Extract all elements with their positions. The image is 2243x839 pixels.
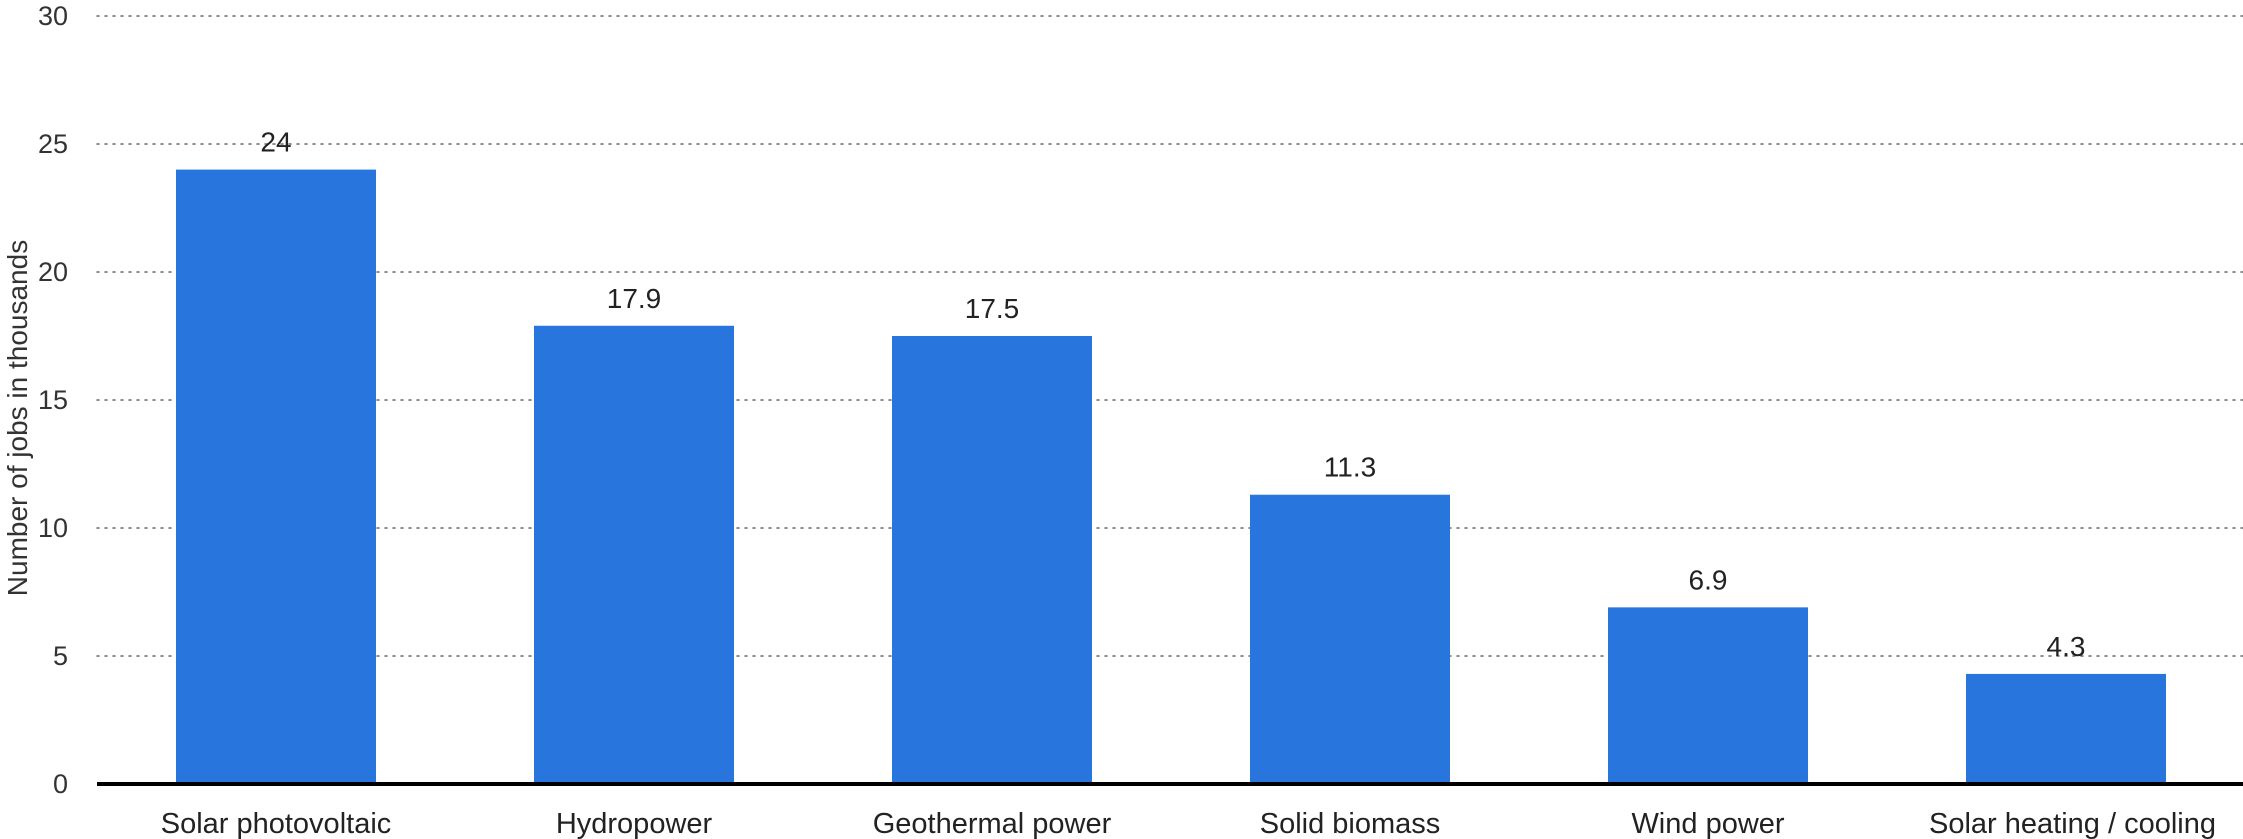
x-category-label: Solar heating / cooling: [1929, 808, 2216, 839]
y-tick-label: 30: [38, 1, 68, 31]
bar: [1608, 607, 1808, 784]
x-category-label: Wind power: [1631, 808, 1784, 839]
y-tick-label: 5: [53, 641, 68, 671]
bar-value-label: 17.5: [965, 293, 1020, 324]
bar: [1966, 673, 2166, 784]
y-axis-title: Number of jobs in thousands: [2, 240, 33, 596]
x-category-label: Hydropower: [556, 808, 713, 839]
bar: [1250, 494, 1450, 784]
bar: [534, 325, 734, 784]
x-axis-category-labels: Solar photovoltaic Hydropower Geothermal p…: [161, 808, 2216, 839]
bar-value-label: 17.9: [607, 283, 662, 314]
x-category-label: Solar photovoltaic: [161, 808, 392, 839]
bars: [176, 169, 2166, 785]
y-tick-label: 10: [38, 513, 68, 543]
y-tick-label: 15: [38, 385, 68, 415]
x-category-label: Geothermal power: [873, 808, 1112, 839]
data-labels: 24 17.9 17.5 11.3 6.9 4.3: [260, 127, 2085, 662]
bar: [892, 336, 1092, 784]
bar-value-label: 6.9: [1689, 564, 1728, 595]
gridlines: [96, 15, 2243, 657]
bar-value-label: 11.3: [1324, 452, 1376, 483]
x-category-label: Solid biomass: [1260, 808, 1441, 839]
y-axis-tick-labels: 0 5 10 15 20 25 30: [38, 1, 68, 799]
bar: [176, 169, 376, 785]
y-tick-label: 25: [38, 129, 68, 159]
bar-value-label: 4.3: [2047, 631, 2086, 662]
y-tick-label: 0: [53, 769, 68, 799]
bar-value-label: 24: [260, 127, 291, 158]
y-tick-label: 20: [38, 257, 68, 287]
